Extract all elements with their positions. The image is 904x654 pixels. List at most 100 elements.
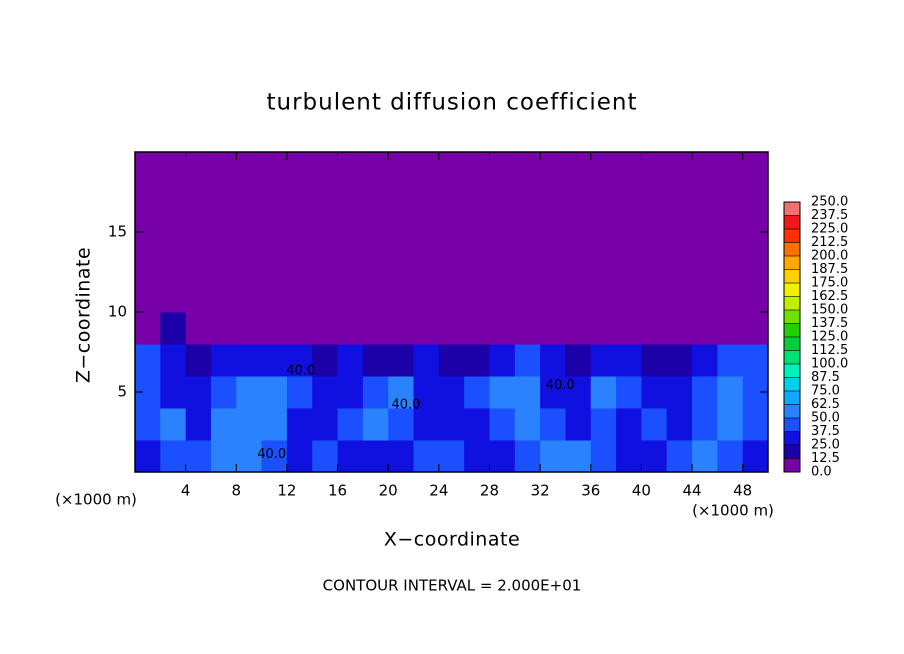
cell xyxy=(489,184,516,217)
contour-label: 40.0 xyxy=(391,397,420,412)
x-tick-label: 48 xyxy=(733,482,752,500)
cell xyxy=(236,344,263,377)
cell xyxy=(590,344,617,377)
cell xyxy=(312,152,339,185)
x-tick-label: 12 xyxy=(277,482,296,500)
cell xyxy=(742,184,769,217)
colorbar-band xyxy=(784,242,800,256)
cell xyxy=(236,376,263,409)
cell xyxy=(717,376,744,409)
cell xyxy=(717,440,744,473)
cell xyxy=(540,280,566,313)
colorbar-band xyxy=(784,377,800,391)
cell xyxy=(514,248,541,281)
x-tick-label: 28 xyxy=(480,482,499,500)
cell xyxy=(489,440,516,473)
cell xyxy=(236,312,263,345)
cell xyxy=(312,408,339,441)
cell xyxy=(413,280,440,313)
cell xyxy=(438,280,465,313)
cell xyxy=(185,216,212,249)
cell xyxy=(641,152,668,185)
cell xyxy=(135,408,161,441)
cell xyxy=(261,440,288,473)
colorbar-band xyxy=(784,215,800,229)
cell xyxy=(464,152,490,185)
cell xyxy=(590,376,617,409)
cell xyxy=(540,248,566,281)
colorbar-label: 137.5 xyxy=(811,316,848,331)
cell xyxy=(464,280,490,313)
cell xyxy=(160,408,187,441)
cell xyxy=(692,280,718,313)
cell xyxy=(135,312,161,345)
cell xyxy=(692,312,718,345)
colorbar-label: 75.0 xyxy=(811,384,840,399)
colorbar-band xyxy=(784,458,800,472)
cell xyxy=(185,248,212,281)
cell xyxy=(717,312,744,345)
x-tick-label: 32 xyxy=(531,482,550,500)
cell xyxy=(489,344,516,377)
cell xyxy=(540,344,566,377)
cell xyxy=(666,248,693,281)
cell xyxy=(185,408,212,441)
cell xyxy=(464,408,490,441)
cell xyxy=(185,152,212,185)
cell xyxy=(692,440,718,473)
colorbar-label: 200.0 xyxy=(811,249,848,264)
cell xyxy=(388,184,415,217)
cell xyxy=(210,184,237,217)
cell xyxy=(616,408,642,441)
cell xyxy=(514,280,541,313)
cell xyxy=(413,216,440,249)
cell xyxy=(210,344,237,377)
colorbar-band xyxy=(784,202,800,216)
cell xyxy=(616,376,642,409)
x-tick-label: 20 xyxy=(379,482,398,500)
cell xyxy=(413,344,440,377)
cell xyxy=(210,280,237,313)
colorbar-label: 62.5 xyxy=(811,397,840,412)
y-tick-label: 5 xyxy=(117,383,127,401)
cell xyxy=(438,152,465,185)
colorbar-band xyxy=(784,445,800,459)
colorbar-band xyxy=(784,350,800,364)
cell xyxy=(438,248,465,281)
colorbar-label: 212.5 xyxy=(811,235,848,250)
cell xyxy=(312,376,339,409)
cell xyxy=(413,440,440,473)
colorbar-band xyxy=(784,337,800,351)
cell xyxy=(742,152,769,185)
cell xyxy=(616,344,642,377)
cell xyxy=(717,152,744,185)
cell xyxy=(160,216,187,249)
cell xyxy=(565,184,592,217)
cell xyxy=(210,248,237,281)
cell xyxy=(362,312,389,345)
cell xyxy=(616,280,642,313)
cell xyxy=(160,152,187,185)
cell xyxy=(717,216,744,249)
cell xyxy=(362,344,389,377)
y-tick-label: 15 xyxy=(108,223,127,241)
cell xyxy=(590,312,617,345)
cell xyxy=(362,376,389,409)
cell xyxy=(464,248,490,281)
cell xyxy=(236,216,263,249)
cell xyxy=(185,440,212,473)
cell xyxy=(514,408,541,441)
y-axis-label: Z−coordinate xyxy=(73,247,95,383)
cell xyxy=(438,408,465,441)
cell xyxy=(742,344,769,377)
cell xyxy=(286,408,313,441)
cell xyxy=(135,184,161,217)
cell xyxy=(641,408,668,441)
colorbar-label: 100.0 xyxy=(811,357,848,372)
colorbar-band xyxy=(784,269,800,283)
cell xyxy=(514,376,541,409)
cell xyxy=(388,408,415,441)
cell xyxy=(514,344,541,377)
cell xyxy=(286,376,313,409)
colorbar-label: 162.5 xyxy=(811,289,848,304)
